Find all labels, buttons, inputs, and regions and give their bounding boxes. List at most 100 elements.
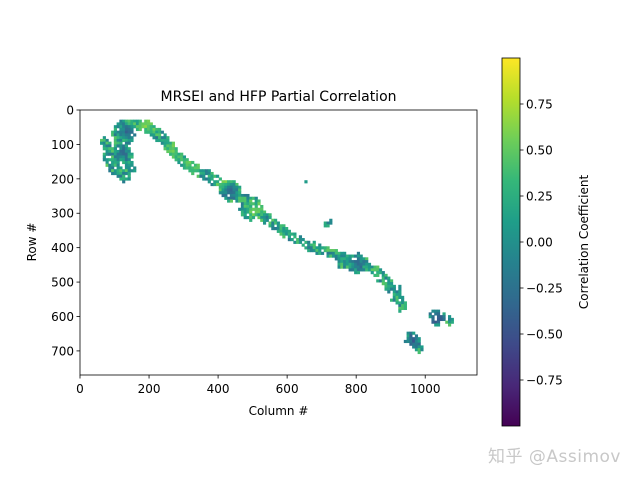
colorbar-label: Correlation Coefficient [577, 175, 591, 310]
heatmap-cell [351, 265, 355, 269]
heatmap-cell [113, 149, 117, 154]
heatmap-cell [243, 204, 247, 209]
heatmap-cell [144, 127, 148, 132]
heatmap-cell [130, 169, 134, 173]
heatmap-cell [196, 163, 200, 167]
heatmap-cell [384, 282, 388, 286]
heatmap-cell [116, 158, 120, 162]
x-axis-label: Column # [249, 404, 309, 418]
heatmap-cell [246, 216, 250, 220]
heatmap-cell [332, 251, 336, 255]
heatmap-cell [362, 260, 366, 264]
heatmap-cell [227, 196, 231, 200]
heatmap-cell [116, 125, 120, 129]
heatmap-cell [146, 122, 151, 126]
heatmap-cell [381, 282, 385, 286]
heatmap-cell [152, 133, 156, 137]
heatmap-cell [262, 213, 267, 217]
heatmap-cell [436, 315, 441, 319]
heatmap-cell [127, 136, 131, 140]
heatmap-cell [282, 227, 286, 231]
heatmap-cell [122, 125, 126, 129]
heatmap-cell [390, 282, 394, 286]
heatmap-cell [216, 180, 220, 184]
heatmap-cell [166, 141, 170, 145]
heatmap-cell [171, 144, 175, 148]
heatmap-cell [450, 320, 454, 324]
heatmap-cell [287, 232, 291, 236]
heatmap-cell [102, 144, 106, 148]
heatmap-cell [127, 155, 131, 159]
heatmap-cell [307, 243, 311, 247]
heatmap-cell [146, 119, 151, 123]
heatmap-cell [238, 185, 242, 189]
heatmap-cell [127, 158, 131, 162]
heatmap-cell [434, 320, 438, 324]
heatmap-cell [436, 323, 441, 327]
heatmap-cell [398, 290, 402, 294]
heatmap-cell [185, 163, 189, 167]
heatmap-cell [356, 251, 361, 255]
heatmap-cell [127, 119, 131, 123]
heatmap-cell [390, 279, 394, 283]
heatmap-cell [149, 122, 153, 126]
heatmap-cell [417, 350, 421, 355]
heatmap-cell [127, 171, 131, 176]
heatmap-cell [180, 152, 184, 156]
heatmap-cell [381, 279, 385, 283]
heatmap-cell [124, 155, 129, 159]
heatmap-cell [102, 136, 106, 140]
heatmap-cell [370, 268, 374, 272]
heatmap-cell [213, 180, 217, 184]
heatmap-cell [409, 337, 413, 341]
heatmap-cell [119, 138, 123, 143]
heatmap-cell [403, 304, 407, 308]
heatmap-cell [356, 260, 361, 264]
heatmap-cell [133, 119, 137, 123]
heatmap-cell [227, 191, 231, 195]
heatmap-cell [376, 271, 380, 275]
heatmap-cell [359, 260, 363, 264]
heatmap-cell [108, 158, 112, 162]
heatmap-cell [260, 218, 264, 222]
heatmap-cell [102, 158, 106, 162]
heatmap-cell [119, 133, 123, 137]
heatmap-cell [138, 122, 142, 126]
heatmap-cell [365, 257, 369, 261]
heatmap-cell [392, 295, 396, 299]
y-axis: 0 100 200 300 400 500 600 700 [51, 104, 80, 358]
y-tick-label: 700 [51, 344, 74, 358]
heatmap-cell [356, 254, 361, 258]
heatmap-cell [240, 196, 245, 200]
heatmap-cell [169, 147, 173, 151]
heatmap-cell [249, 216, 253, 220]
heatmap-cell [218, 188, 222, 192]
heatmap-cell [238, 207, 242, 211]
heatmap-cell [116, 130, 120, 134]
heatmap-cell [235, 185, 239, 189]
heatmap-cell [373, 268, 377, 272]
heatmap-cell [395, 301, 399, 305]
chart-title: MRSEI and HFP Partial Correlation [160, 89, 396, 105]
heatmap-cell [207, 171, 211, 176]
heatmap-cell [174, 155, 178, 159]
heatmap-cell [307, 249, 311, 253]
heatmap-cell [105, 149, 109, 154]
colorbar [501, 57, 521, 427]
heatmap-cell [116, 144, 120, 148]
heatmap-cell [367, 262, 372, 266]
heatmap-cell [414, 334, 419, 338]
heatmap-cell [395, 290, 399, 294]
heatmap-cell [182, 166, 187, 170]
heatmap-cell [124, 125, 129, 129]
heatmap-cell [257, 213, 261, 217]
heatmap-cell [221, 191, 225, 195]
heatmap-cell [334, 251, 338, 255]
heatmap-cell [127, 130, 131, 134]
heatmap-cell [445, 320, 449, 324]
heatmap-cell [177, 152, 181, 156]
heatmap-cell [354, 254, 358, 258]
heatmap-cell [124, 169, 129, 173]
heatmap-cell [202, 169, 206, 173]
heatmap-cell [309, 243, 314, 247]
